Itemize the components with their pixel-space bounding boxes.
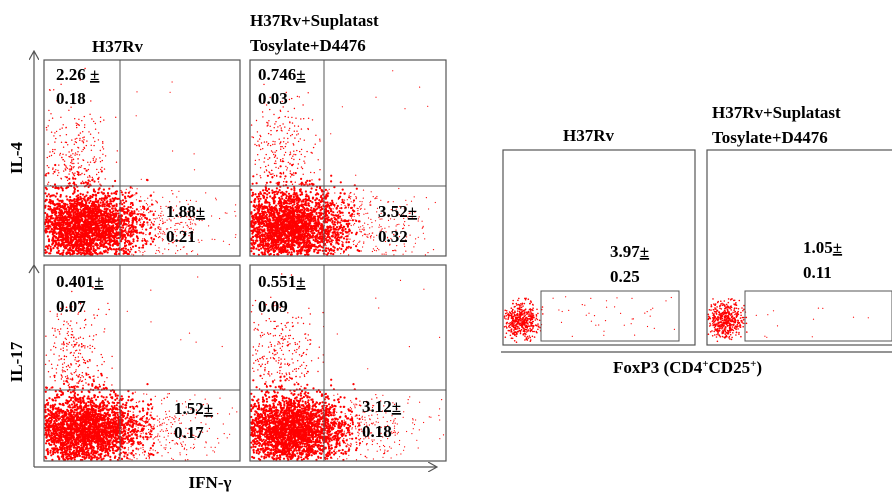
value-mean: 1.05 <box>803 238 833 257</box>
quadrant-value-il4-combo-ul: 0.746± 0.03 <box>258 65 306 108</box>
value-sd: 0.18 <box>362 422 392 441</box>
value-sd: 0.25 <box>610 267 640 286</box>
quadrant-value-il4-h37rv-ul: 2.26 ± 0.18 <box>56 65 99 108</box>
foxp3-axis-label: FoxP3 (CD4+CD25+) <box>613 358 762 377</box>
foxp3-label-part1: (CD4 <box>664 358 703 377</box>
value-mean: 3.12 <box>362 397 392 416</box>
panel-il4-h37rv-frame <box>43 59 241 257</box>
scatter-dots-layer <box>43 67 869 462</box>
panel-title-foxp3-combo-line1: H37Rv+Suplatast <box>712 103 841 122</box>
quadrant-value-il17-h37rv-lr: 1.52± 0.17 <box>174 399 213 442</box>
panel-foxp3-h37rv-frame <box>502 149 696 346</box>
pm-sign: ± <box>408 202 417 221</box>
pm-sign: ± <box>196 202 205 221</box>
value-sd: 0.32 <box>378 227 408 246</box>
il4-axis-label: IL-4 <box>7 141 26 174</box>
value-mean: 0.401 <box>56 272 94 291</box>
pm-sign: ± <box>392 397 401 416</box>
panel-title-foxp3-h37rv: H37Rv <box>563 126 615 145</box>
il17-axis-label: IL-17 <box>7 341 26 382</box>
scatter-il4-combo-dots <box>250 70 436 256</box>
panel-title-foxp3-combo-line2: Tosylate+D4476 <box>712 128 828 147</box>
gate-foxp3-h37rv <box>540 290 680 342</box>
pm-sign: ± <box>296 65 305 84</box>
gate-value-foxp3-h37rv: 3.97± 0.25 <box>610 242 649 286</box>
value-mean: 0.746 <box>258 65 296 84</box>
foxp3-label-part2: CD25 <box>709 358 751 377</box>
pm-sign: ± <box>204 399 213 418</box>
ifng-axis-label: IFN-γ <box>189 473 232 492</box>
foxp3-label-part3: ) <box>756 358 762 377</box>
panel-il17-combo-frame <box>249 264 447 462</box>
foxp3-label-main: FoxP3 <box>613 358 659 377</box>
quadrant-value-il17-combo-lr: 3.12± 0.18 <box>362 397 401 441</box>
gate-value-foxp3-combo: 1.05± 0.11 <box>803 238 842 282</box>
value-mean: 1.52 <box>174 399 204 418</box>
value-sd: 0.21 <box>166 227 196 246</box>
pm-sign: ± <box>640 242 649 261</box>
value-mean: 1.88 <box>166 202 196 221</box>
value-sd: 0.11 <box>803 263 832 282</box>
value-mean: 3.97 <box>610 242 640 261</box>
pm-sign: ± <box>833 238 842 257</box>
quadrant-value-il17-combo-ul: 0.551± 0.09 <box>258 272 306 316</box>
panel-title-h37rv: H37Rv <box>92 37 144 56</box>
value-mean: 2.26 <box>56 65 86 84</box>
quadrant-value-il4-h37rv-lr: 1.88± 0.21 <box>166 202 205 246</box>
gate-foxp3-combo <box>744 290 892 342</box>
value-mean: 3.52 <box>378 202 408 221</box>
pm-sign: ± <box>296 272 305 291</box>
scatter-il4-h37rv-dots <box>43 67 237 257</box>
quadrant-value-il4-combo-lr: 3.52± 0.32 <box>378 202 417 246</box>
foxp3-label-sup1: + <box>702 358 708 370</box>
il17-y-axis-arrow <box>28 263 40 274</box>
panel-title-combo-line1: H37Rv+Suplatast <box>250 11 379 30</box>
panel-title-combo-line2: Tosylate+D4476 <box>250 36 366 55</box>
foxp3-label-sup2: + <box>750 358 756 370</box>
panel-il4-combo-frame <box>249 59 447 257</box>
scatter-foxp3-h37rv-dots <box>503 296 676 344</box>
panel-foxp3-combo-frame <box>706 149 892 346</box>
value-mean: 0.551 <box>258 272 296 291</box>
pm-sign: ± <box>94 272 103 291</box>
value-sd: 0.07 <box>56 297 86 316</box>
pm-sign: ± <box>90 65 99 84</box>
scatter-il17-h37rv-dots <box>43 276 238 462</box>
scatter-foxp3-combo-dots <box>707 298 869 343</box>
value-sd: 0.18 <box>56 89 86 108</box>
panel-il17-h37rv-frame <box>43 264 241 462</box>
value-sd: 0.17 <box>174 423 204 442</box>
value-sd: 0.03 <box>258 89 288 108</box>
value-sd: 0.09 <box>258 297 288 316</box>
quadrant-value-il17-h37rv-ul: 0.401± 0.07 <box>56 272 104 316</box>
